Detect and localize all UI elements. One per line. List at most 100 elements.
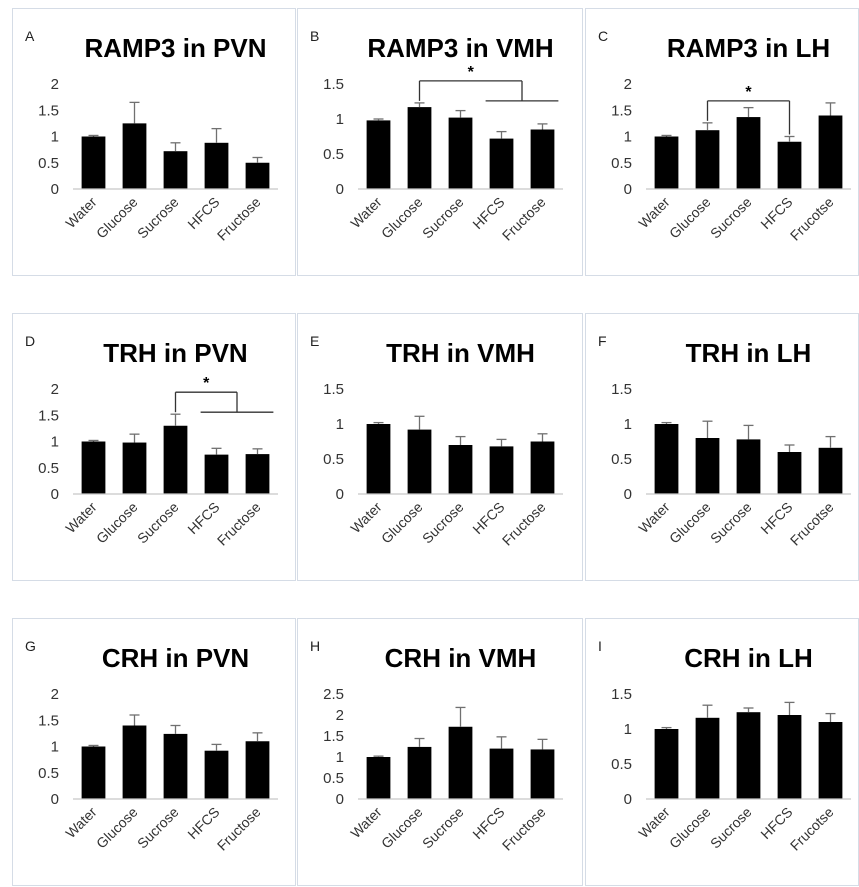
bar-water <box>654 729 679 799</box>
y-tick-label: 1.5 <box>38 102 59 119</box>
y-tick-label: 1.5 <box>611 102 632 119</box>
error-bar <box>743 424 754 440</box>
chart-panel-h: H CRH in VMH 0 0.5 1 1.5 2 2.5 Water Glucose Sucro… <box>297 618 583 886</box>
chart-title: RAMP3 in VMH <box>367 33 553 63</box>
error-bar <box>88 744 99 747</box>
x-tick-label: Sucrose <box>707 194 755 242</box>
y-tick-label: 2 <box>51 686 59 703</box>
y-tick-label: 0.5 <box>38 765 59 782</box>
error-bar <box>455 109 466 118</box>
significance-label: * <box>203 375 210 392</box>
bar-glucose <box>122 442 147 494</box>
y-tick-label: 1 <box>51 739 59 756</box>
x-tick-label: Fructose <box>499 804 549 854</box>
error-bar <box>496 736 507 749</box>
error-bar <box>88 439 99 442</box>
y-tick-label: 1.5 <box>611 686 632 703</box>
panel-letter: D <box>25 333 35 349</box>
error-bar <box>455 706 466 727</box>
bar-fructose <box>245 454 270 494</box>
error-bar <box>252 732 263 742</box>
bar-chart-b: B RAMP3 in VMH 0 0.5 1 1.5 WaterGlucoseSucrose… <box>310 28 563 244</box>
chart-title: RAMP3 in PVN <box>84 33 266 63</box>
bar-hfcs <box>777 715 802 799</box>
bar-fructose <box>530 749 555 799</box>
bar-glucose <box>695 717 720 799</box>
bar-hfcs <box>777 141 802 189</box>
bar-water <box>654 136 679 189</box>
error-bar <box>784 135 795 142</box>
bar-glucose <box>122 725 147 799</box>
error-bar <box>170 413 181 426</box>
x-tick-label: Water <box>635 499 673 537</box>
x-tick-label: Water <box>635 804 673 842</box>
error-bar <box>414 737 425 747</box>
x-tick-label: HFCS <box>184 499 222 537</box>
x-tick-label: Water <box>62 804 100 842</box>
bar-fructose <box>245 162 270 189</box>
bar-chart-a: A RAMP3 in PVN 0 0.5 1 1.5 2 WaterGlucoseSucros… <box>25 28 278 244</box>
y-tick-label: 1.5 <box>323 76 344 93</box>
panel-letter: C <box>598 28 608 44</box>
chart-title: CRH in VMH <box>385 643 537 673</box>
y-tick-label: 0.5 <box>611 451 632 468</box>
y-tick-label: 0 <box>51 181 59 198</box>
bar-sucrose <box>448 445 473 494</box>
error-bar <box>784 444 795 452</box>
error-bar <box>252 156 263 163</box>
x-tick-label: HFCS <box>469 804 507 842</box>
x-tick-label: Water <box>347 804 385 842</box>
bar-sucrose <box>448 117 473 189</box>
error-bar <box>702 704 713 718</box>
bar-glucose <box>407 429 432 494</box>
error-bar <box>661 421 672 424</box>
x-tick-label: HFCS <box>757 804 795 842</box>
error-bar <box>537 433 548 442</box>
bar-hfcs <box>489 446 514 494</box>
y-tick-label: 0 <box>624 181 632 198</box>
y-tick-label: 1 <box>51 129 59 146</box>
x-tick-label: Frucotse <box>787 499 837 549</box>
error-bar <box>170 724 181 734</box>
y-tick-label: 2 <box>624 76 632 93</box>
error-bar <box>661 134 672 137</box>
x-tick-label: Glucose <box>666 194 714 242</box>
error-bar <box>496 438 507 447</box>
y-tick-label: 2 <box>51 381 59 398</box>
y-tick-label: 2.5 <box>323 686 344 703</box>
error-bar <box>373 118 384 121</box>
error-bar <box>129 714 140 726</box>
chart-title: RAMP3 in LH <box>667 33 830 63</box>
error-bar <box>455 435 466 445</box>
bar-glucose <box>695 130 720 189</box>
error-bar <box>537 738 548 750</box>
x-tick-label: Sucrose <box>419 499 467 547</box>
bar-chart-h: H CRH in VMH 0 0.5 1 1.5 2 2.5 WaterGlucoseSucro… <box>310 638 563 854</box>
bar-frucotse <box>818 115 843 189</box>
chart-panel-e: E TRH in VMH 0 0.5 1 1.5 Water Glucose Sucrose HF… <box>297 313 583 581</box>
bar-fructose <box>530 129 555 189</box>
y-tick-label: 0.5 <box>323 770 344 787</box>
x-tick-label: Water <box>347 499 385 537</box>
bar-glucose <box>695 438 720 494</box>
y-tick-label: 0.5 <box>38 155 59 172</box>
x-tick-label: Sucrose <box>134 499 182 547</box>
chart-panel-a: A RAMP3 in PVN 0 0.5 1 1.5 2 Water Glucose Sucros… <box>12 8 296 276</box>
chart-panel-i: I CRH in LH 0 0.5 1 1.5 Water Glucose Sucrose HFC… <box>585 618 859 886</box>
x-tick-label: HFCS <box>184 804 222 842</box>
x-tick-label: Glucose <box>93 804 141 852</box>
y-tick-label: 0 <box>336 791 344 808</box>
x-tick-label: Water <box>635 194 673 232</box>
chart-panel-b: B RAMP3 in VMH 0 0.5 1 1.5 Water Glucose Sucrose… <box>297 8 583 276</box>
y-tick-label: 0.5 <box>611 155 632 172</box>
x-tick-label: Fructose <box>214 499 264 549</box>
error-bar <box>825 435 836 448</box>
y-tick-label: 1 <box>336 416 344 433</box>
y-tick-label: 0 <box>336 181 344 198</box>
x-tick-label: Glucose <box>666 804 714 852</box>
bar-hfcs <box>204 454 229 494</box>
